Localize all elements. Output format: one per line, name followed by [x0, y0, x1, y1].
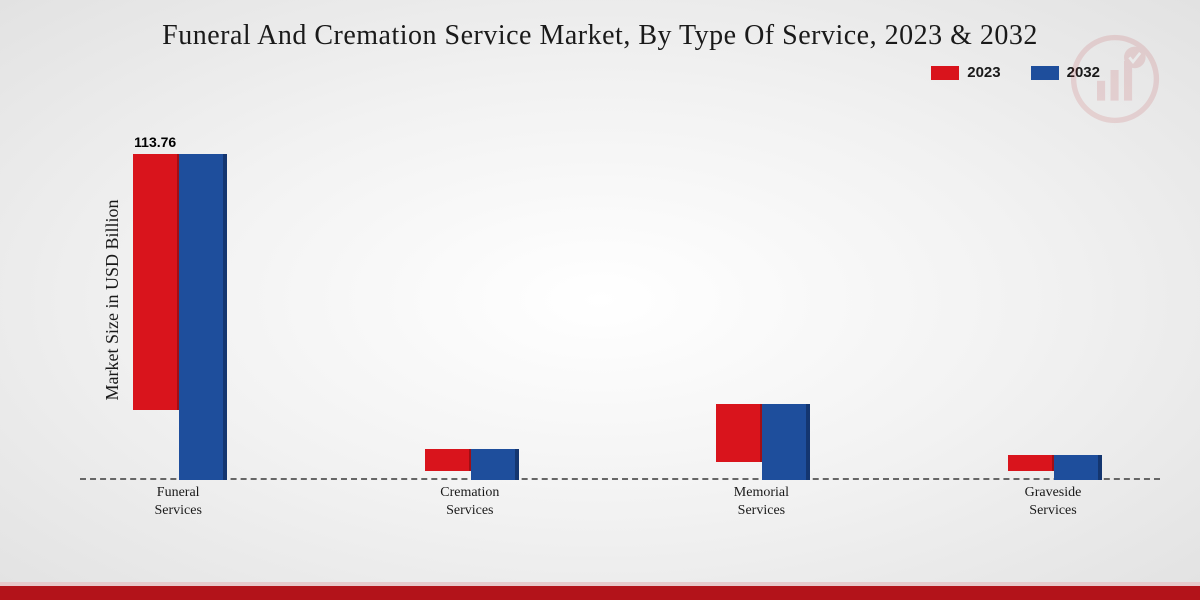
bar — [716, 404, 760, 463]
chart-title: Funeral And Cremation Service Market, By… — [0, 0, 1200, 52]
bar-value-label: 113.76 — [134, 134, 176, 150]
bar-group — [706, 404, 816, 481]
x-axis-label: CremationServices — [395, 484, 545, 520]
bar — [1054, 455, 1098, 480]
legend: 2023 2032 — [931, 64, 1100, 81]
plot-area: 113.76 FuneralServices CremationServices Me… — [80, 120, 1160, 520]
x-axis-label: FuneralServices — [103, 484, 253, 520]
legend-item-2023: 2023 — [931, 64, 1000, 81]
bar — [762, 404, 806, 481]
bar-group — [415, 449, 525, 481]
bar-group — [998, 455, 1108, 480]
bar — [1008, 455, 1052, 471]
x-axis-label: GravesideServices — [978, 484, 1128, 520]
bar-side — [806, 404, 810, 481]
legend-label-2032: 2032 — [1067, 64, 1100, 81]
bar — [425, 449, 469, 472]
bar — [471, 449, 515, 481]
bar-side — [1098, 455, 1102, 480]
bar-side — [223, 154, 227, 480]
x-axis-label: MemorialServices — [686, 484, 836, 520]
footer-bar — [0, 586, 1200, 600]
legend-swatch-2023 — [931, 66, 959, 80]
bar-group: 113.76 — [123, 154, 233, 480]
legend-item-2032: 2032 — [1031, 64, 1100, 81]
bar-side — [515, 449, 519, 481]
bar: 113.76 — [133, 154, 177, 410]
legend-swatch-2032 — [1031, 66, 1059, 80]
bar — [179, 154, 223, 480]
legend-label-2023: 2023 — [967, 64, 1000, 81]
